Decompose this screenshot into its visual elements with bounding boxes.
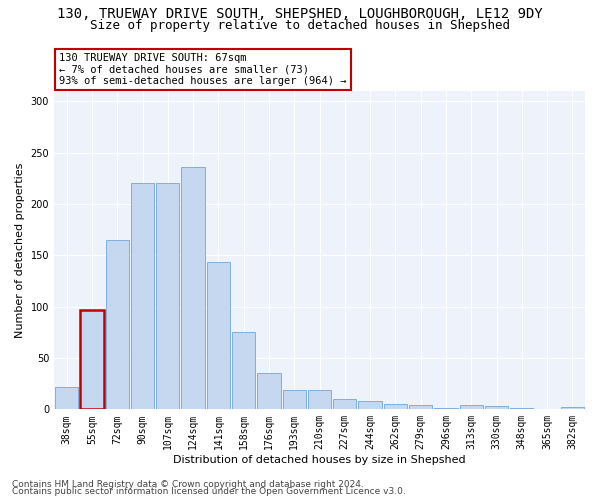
Bar (384, 404, 407, 409)
Bar (131, 182, 154, 410)
Bar (156, 182, 179, 410)
Text: 130, TRUEWAY DRIVE SOUTH, SHEPSHED, LOUGHBOROUGH, LE12 9DY: 130, TRUEWAY DRIVE SOUTH, SHEPSHED, LOUG… (57, 8, 543, 22)
Bar (207, 262, 230, 410)
Bar (181, 167, 205, 410)
Bar (308, 390, 331, 409)
X-axis label: Distribution of detached houses by size in Shepshed: Distribution of detached houses by size … (173, 455, 466, 465)
Text: Contains HM Land Registry data © Crown copyright and database right 2024.: Contains HM Land Registry data © Crown c… (12, 480, 364, 489)
Bar (561, 408, 584, 410)
Bar (434, 408, 458, 410)
Text: Size of property relative to detached houses in Shepshed: Size of property relative to detached ho… (90, 19, 510, 32)
Bar (257, 374, 281, 410)
Bar (106, 240, 129, 410)
Bar (460, 405, 483, 409)
Bar (333, 399, 356, 409)
Bar (232, 332, 256, 409)
Y-axis label: Number of detached properties: Number of detached properties (15, 162, 25, 338)
Bar (80, 310, 104, 410)
Bar (510, 408, 533, 410)
Bar (409, 405, 432, 409)
Bar (80, 310, 104, 410)
Text: 130 TRUEWAY DRIVE SOUTH: 67sqm
← 7% of detached houses are smaller (73)
93% of s: 130 TRUEWAY DRIVE SOUTH: 67sqm ← 7% of d… (59, 53, 347, 86)
Bar (283, 390, 306, 409)
Text: Contains public sector information licensed under the Open Government Licence v3: Contains public sector information licen… (12, 488, 406, 496)
Bar (485, 406, 508, 410)
Bar (358, 401, 382, 409)
Bar (55, 387, 79, 409)
